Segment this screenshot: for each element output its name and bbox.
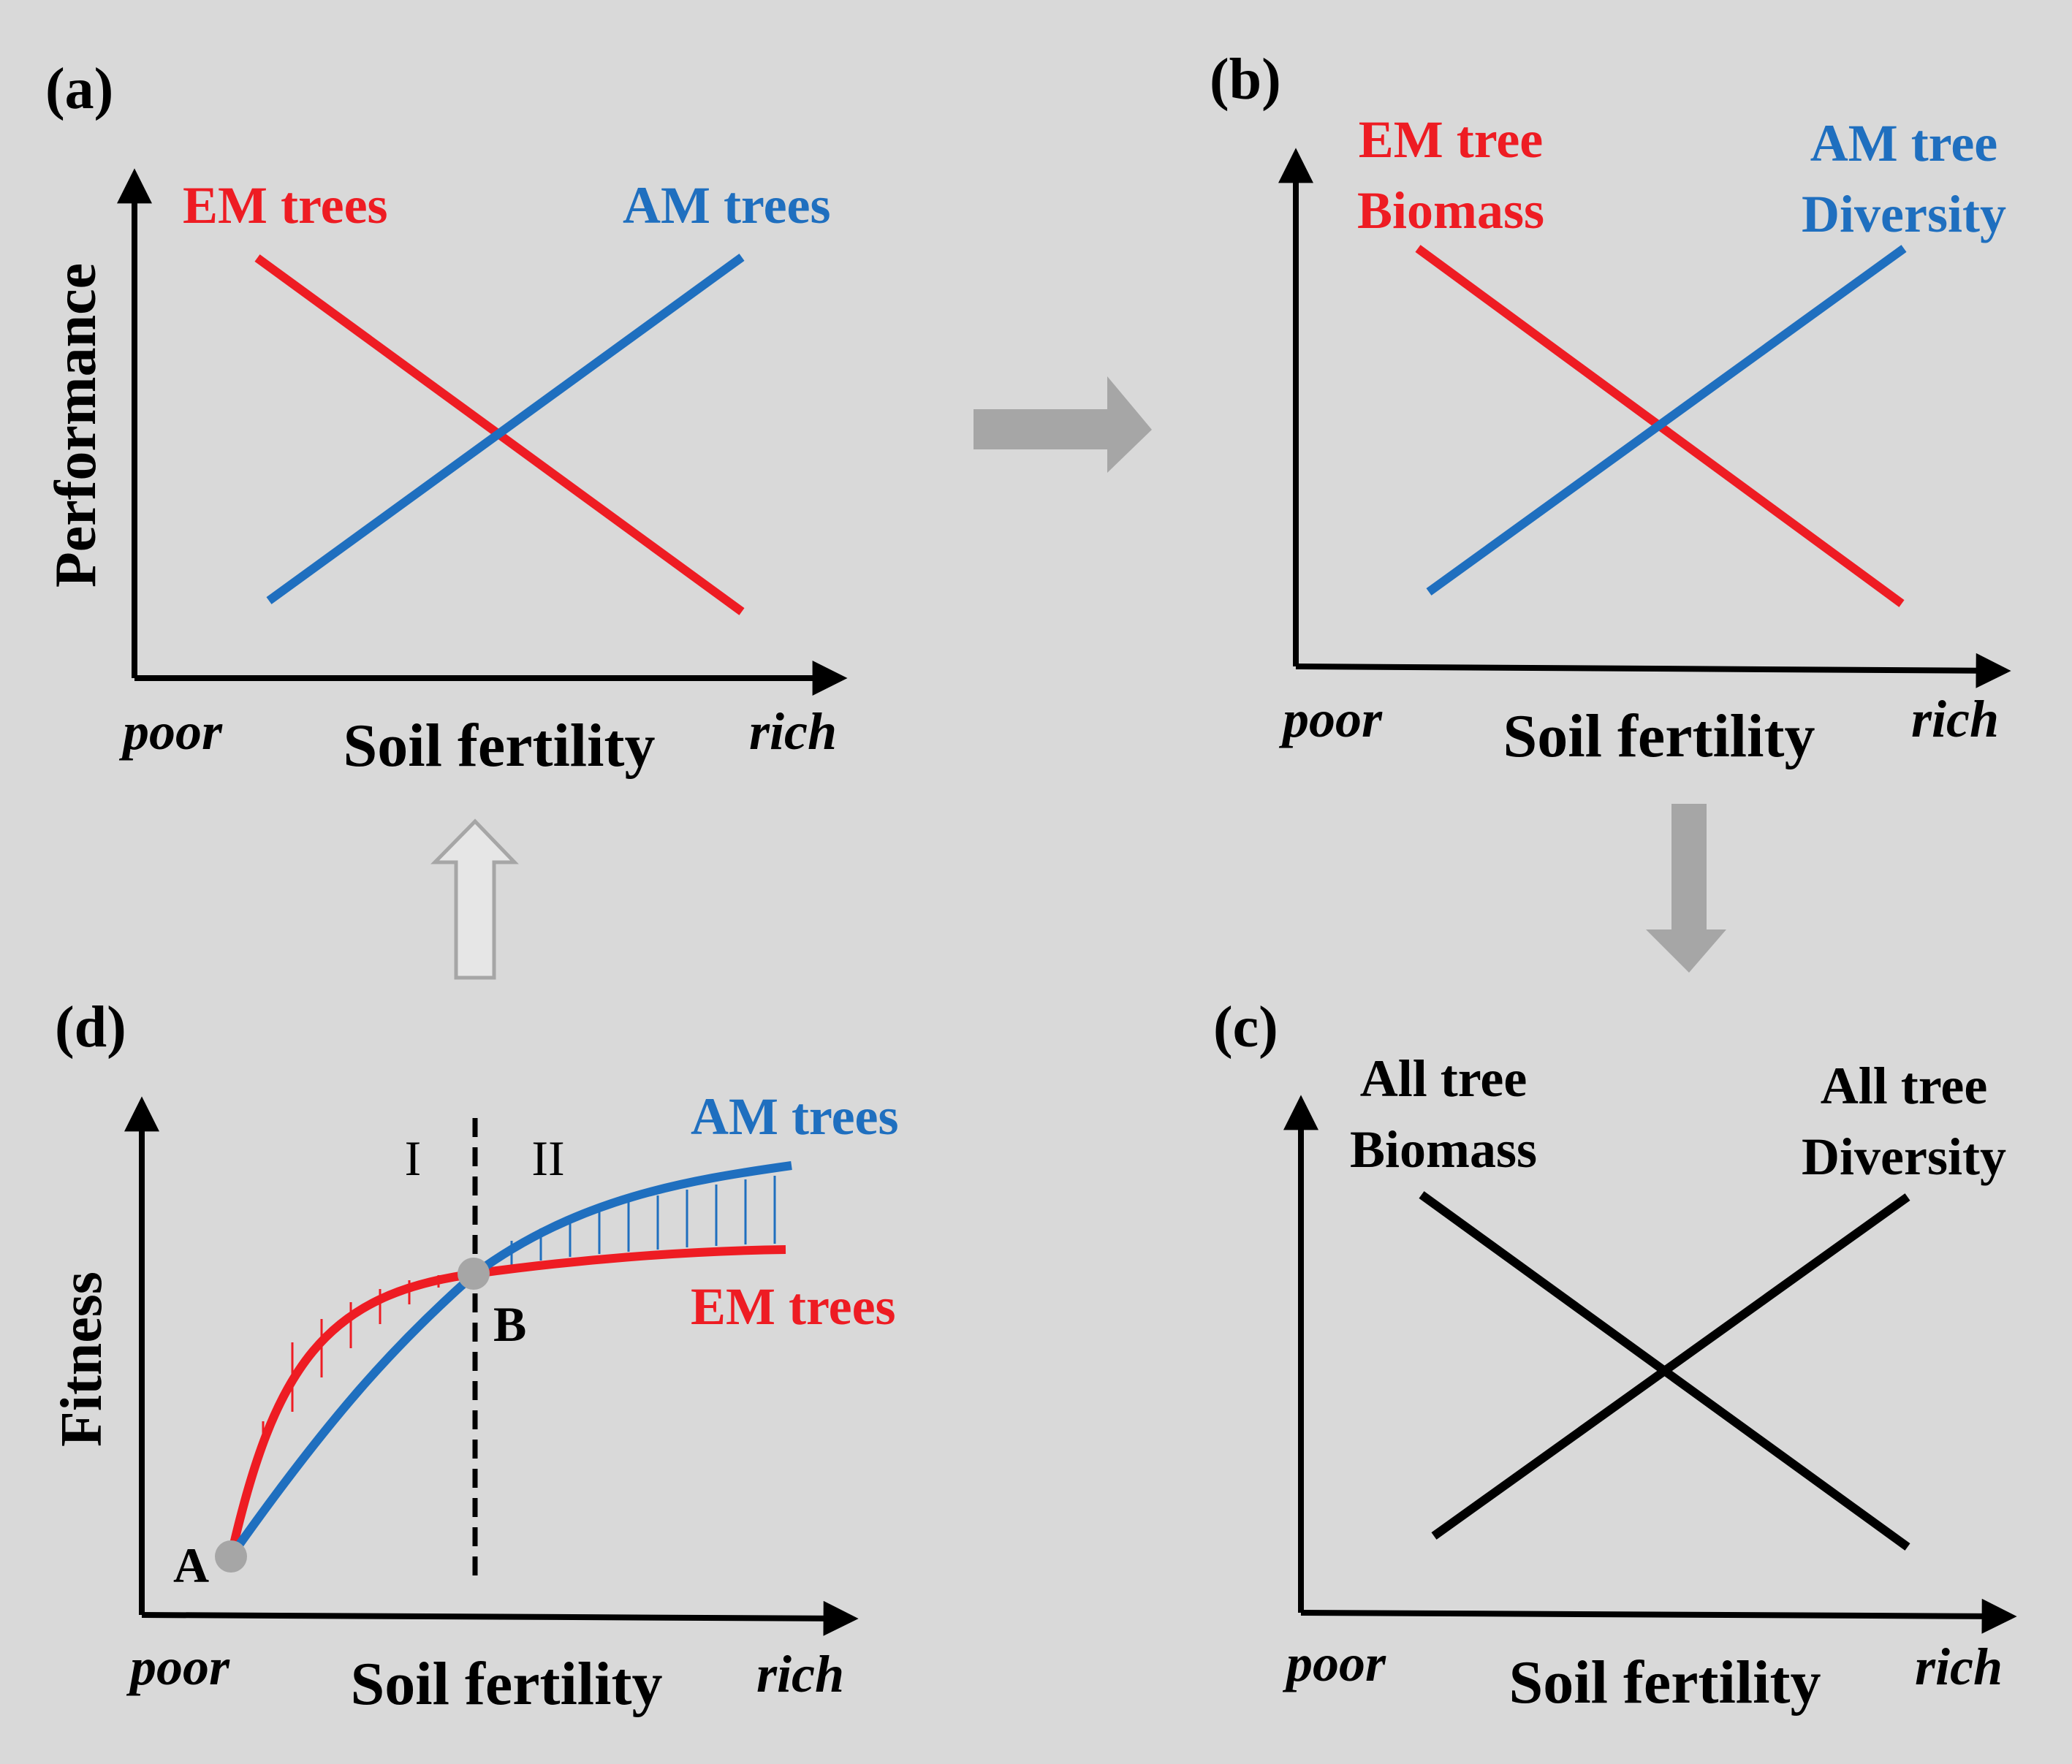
panel-b-x-label: Soil fertility (1503, 702, 1815, 770)
panel-a-am-line (266, 254, 745, 604)
panel-d-x-label: Soil fertility (351, 1650, 663, 1718)
panel-a-tag: (a) (45, 57, 113, 121)
panel-d: (d) (50, 995, 899, 1718)
region-1-label: I (405, 1130, 422, 1186)
panel-d-am-curve (227, 1161, 792, 1559)
panel-a-x-label: Soil fertility (344, 712, 656, 780)
panel-a-y-label: Performance (44, 263, 108, 588)
panel-c: (c) All tree Biomass All tree Diversity … (1213, 995, 2017, 1717)
panel-c-diversity-line (1431, 1193, 1910, 1540)
panel-c-x-high: rich (1915, 1638, 2003, 1696)
panel-a-x-low: poor (118, 702, 223, 761)
panel-b-em-label-1: EM tree (1359, 110, 1544, 169)
panel-c-right-label-1: All tree (1821, 1057, 1988, 1115)
panel-c-right-label-2: Diversity (1802, 1128, 2006, 1186)
panel-c-left-label-2: Biomass (1350, 1120, 1537, 1179)
panel-d-x-axis (141, 1600, 859, 1636)
panel-d-tag: (d) (55, 995, 126, 1060)
region-2-hatching (510, 1176, 776, 1265)
panel-b-tag: (b) (1210, 47, 1281, 112)
panel-b-x-low: poor (1278, 690, 1383, 748)
point-b-marker (458, 1258, 490, 1290)
point-a-label: A (173, 1537, 209, 1593)
panel-c-left-label-1: All tree (1360, 1049, 1528, 1108)
panel-d-am-label: AM trees (691, 1087, 899, 1146)
panel-d-em-curve (227, 1245, 786, 1558)
up-arrow-outline-icon (430, 818, 519, 980)
panel-b-am-label-1: AM tree (1810, 114, 1998, 172)
down-arrow-icon (1646, 804, 1726, 973)
panel-a-em-label: EM trees (183, 176, 388, 235)
panel-b-am-label-2: Diversity (1802, 185, 2006, 243)
panel-b-em-label-2: Biomass (1357, 181, 1544, 240)
panel-b: (b) EM tree Biomass AM tree Diversity po… (1210, 47, 2011, 770)
panel-c-x-axis (1300, 1598, 2017, 1634)
point-a-marker (215, 1540, 247, 1573)
panel-d-y-label: Fitness (50, 1271, 114, 1447)
panel-d-x-high: rich (756, 1645, 844, 1703)
point-b-label: B (493, 1296, 526, 1352)
panel-c-x-label: Soil fertility (1509, 1649, 1821, 1717)
panel-b-x-high: rich (1911, 690, 1999, 748)
panel-a-x-high: rich (749, 702, 837, 761)
panel-c-tag: (c) (1213, 995, 1278, 1060)
region-2-label: II (531, 1130, 564, 1186)
panel-a: (a) EM trees AM trees Performance poor S… (44, 57, 848, 780)
panel-a-am-label: AM trees (623, 176, 831, 235)
panel-b-am-line (1426, 245, 1907, 596)
panel-b-x-axis (1295, 653, 2011, 688)
region-1-hatching (262, 1275, 440, 1451)
right-arrow-icon (974, 376, 1152, 473)
panel-d-em-label: EM trees (691, 1277, 896, 1336)
panel-c-x-low: poor (1282, 1634, 1386, 1692)
panel-d-x-low: poor (126, 1638, 230, 1696)
